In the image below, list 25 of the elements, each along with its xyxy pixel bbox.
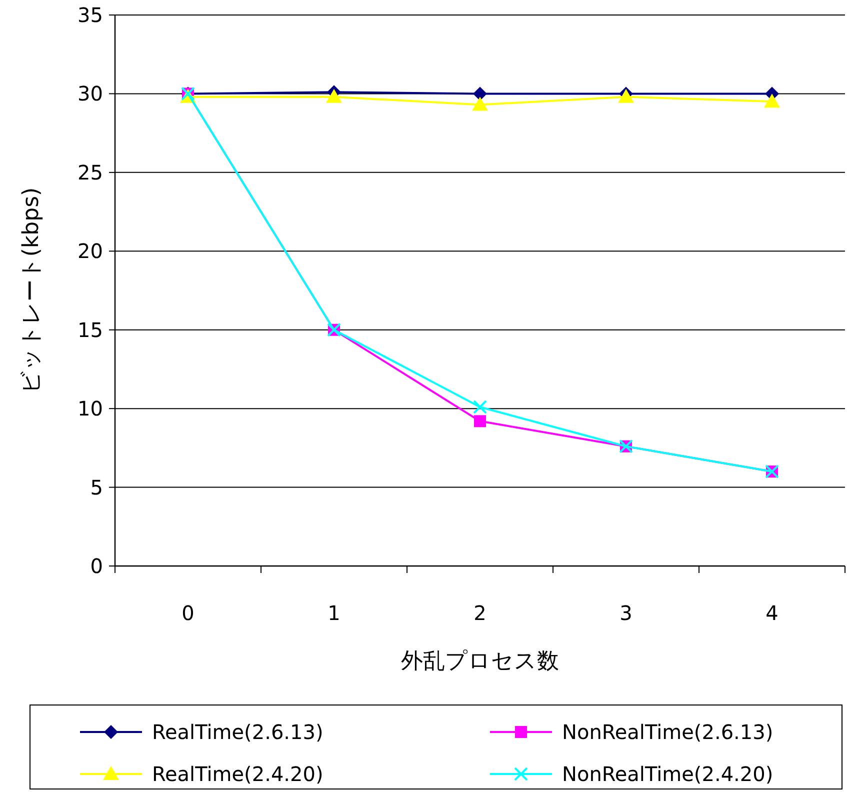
x-tick-label: 1 (328, 601, 340, 625)
point (472, 96, 488, 111)
x-tick-label: 0 (182, 601, 194, 625)
x-tick-label: 4 (766, 601, 778, 625)
point (474, 415, 486, 428)
legend-label: NonRealTime(2.6.13) (562, 720, 774, 744)
y-tick-label: 25 (78, 160, 103, 184)
point (473, 400, 487, 414)
point (764, 94, 780, 108)
x-axis-title: 外乱プロセス数 (401, 649, 559, 674)
y-tick-label: 30 (78, 82, 103, 106)
legend-label: NonRealTime(2.4.20) (562, 762, 774, 786)
legend-label: RealTime(2.4.20) (152, 762, 324, 786)
point (326, 88, 342, 103)
y-tick-label: 15 (78, 318, 103, 342)
legend-label: RealTime(2.6.13) (152, 720, 324, 744)
y-tick-label: 10 (78, 396, 103, 421)
x-tick-label: 2 (474, 601, 486, 625)
y-tick-label: 0 (90, 554, 103, 578)
point (473, 86, 487, 101)
y-axis-title: ビットレート(kbps) (19, 187, 44, 394)
x-tick-label: 3 (620, 601, 632, 625)
y-tick-label: 20 (78, 239, 103, 264)
y-tick-label: 5 (90, 475, 103, 500)
y-tick-label: 35 (78, 3, 103, 27)
